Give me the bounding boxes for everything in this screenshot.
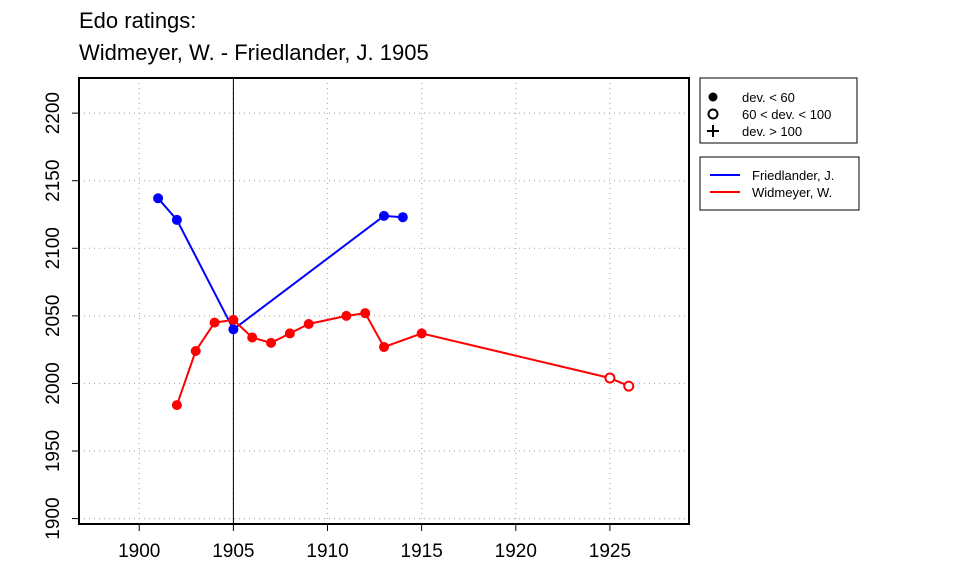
data-point (379, 341, 389, 352)
series-line (175, 312, 630, 406)
data-point (416, 328, 427, 339)
series-widmeyer-w (171, 308, 635, 411)
y-tick-label: 2050 (43, 295, 64, 337)
marker-legend-box (699, 77, 858, 144)
data-point (303, 318, 314, 329)
data-point (247, 332, 258, 343)
x-tick-label: 1920 (495, 541, 537, 562)
data-point (171, 400, 182, 411)
data-point (341, 310, 352, 321)
y-tick-label: 1900 (43, 497, 64, 539)
data-point (604, 372, 616, 384)
data-point (228, 314, 239, 325)
series-layer (153, 193, 635, 411)
series-legend-label: Widmeyer, W. (752, 185, 832, 200)
data-point (153, 193, 164, 204)
data-point (266, 337, 277, 348)
series-legend-box (699, 156, 860, 211)
data-point (171, 214, 182, 225)
data-point (209, 317, 220, 328)
marker-legend: dev. < 60 60 < dev. < 100 dev. > 100 (699, 77, 858, 144)
y-axis: 1900 1950 2000 2050 2100 2150 2200 (43, 92, 79, 540)
y-tick-label: 2100 (43, 227, 64, 269)
y-tick-label: 2000 (43, 362, 64, 404)
data-point (379, 210, 389, 221)
series-legend: Friedlander, J. Widmeyer, W. (699, 156, 860, 211)
data-point (190, 346, 201, 357)
data-point (228, 324, 239, 335)
marker-legend-label: dev. < 60 (742, 90, 795, 105)
data-point (360, 308, 371, 319)
data-point (397, 212, 408, 223)
grid (79, 78, 689, 524)
data-point (284, 328, 295, 339)
marker-legend-label: dev. > 100 (742, 124, 802, 139)
plot-frame (78, 77, 690, 525)
y-tick-label: 2150 (43, 160, 64, 202)
filled-circle-icon (708, 92, 718, 102)
series-friedlander-j (153, 193, 408, 335)
chart-title-line1: Edo ratings: (79, 8, 197, 33)
x-tick-label: 1925 (589, 541, 631, 562)
marker-legend-label: 60 < dev. < 100 (742, 107, 831, 122)
data-point (623, 380, 635, 392)
series-legend-label: Friedlander, J. (752, 168, 834, 183)
open-circle-icon (707, 108, 719, 120)
chart-title-line2: Widmeyer, W. - Friedlander, J. 1905 (79, 40, 429, 65)
y-tick-label: 1950 (43, 430, 64, 472)
y-tick-label: 2200 (43, 92, 64, 134)
x-tick-label: 1900 (118, 541, 160, 562)
x-tick-label: 1910 (306, 541, 348, 562)
x-axis: 1900 1905 1910 1915 1920 1925 (118, 524, 631, 562)
x-tick-label: 1905 (212, 541, 254, 562)
plus-icon (707, 125, 719, 137)
x-tick-label: 1915 (401, 541, 443, 562)
